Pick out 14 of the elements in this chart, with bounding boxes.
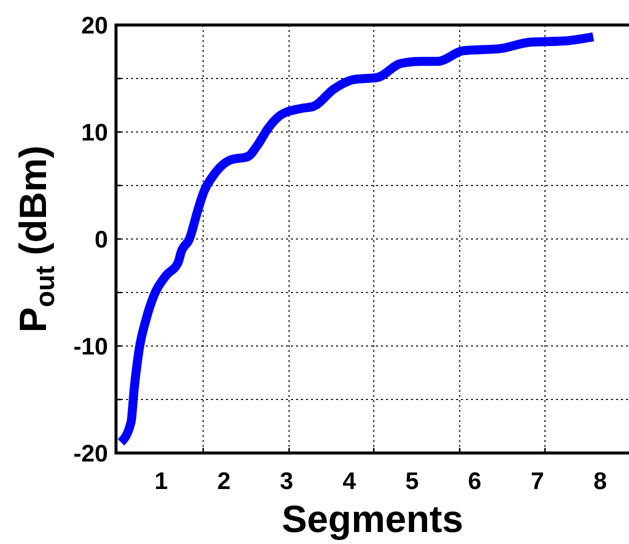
- x-axis-title: Segments: [282, 499, 464, 541]
- y-tick-label: -20: [73, 440, 108, 468]
- y-tick-label: 20: [81, 12, 108, 40]
- x-tick-label: 2: [217, 468, 231, 495]
- x-tick-label: 1: [154, 468, 168, 495]
- y-tick-label: 10: [81, 119, 108, 146]
- x-tick-label: 5: [405, 468, 419, 495]
- x-tick-label: 4: [342, 468, 357, 495]
- x-tick-label: 7: [530, 468, 544, 495]
- y-tick-label: -10: [73, 333, 108, 360]
- x-tick-label: 3: [280, 468, 294, 495]
- x-tick-label: 8: [593, 468, 607, 495]
- y-tick-label: 0: [94, 226, 108, 254]
- x-tick-label: 6: [468, 468, 482, 495]
